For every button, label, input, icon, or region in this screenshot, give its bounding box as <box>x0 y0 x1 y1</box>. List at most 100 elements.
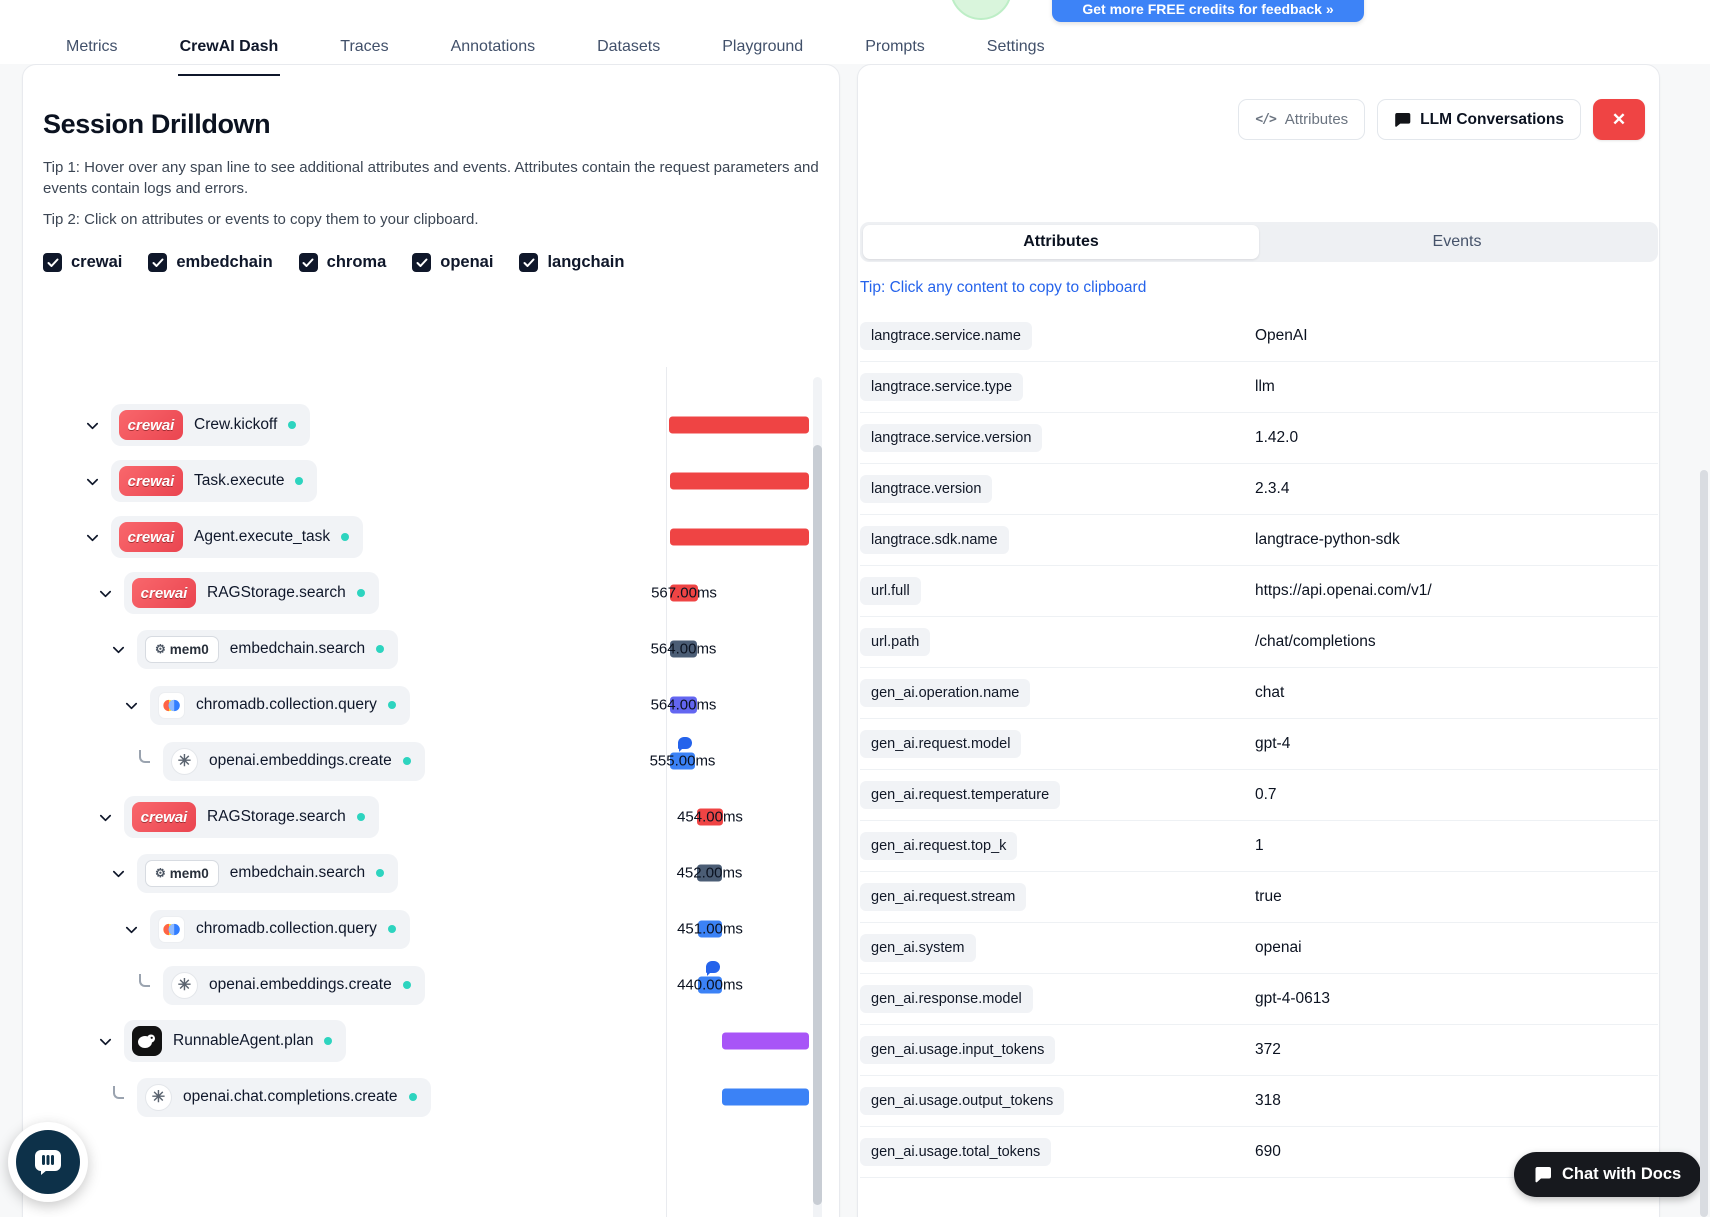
span-duration-bar[interactable] <box>697 808 723 826</box>
attribute-value[interactable]: llm <box>1255 378 1275 395</box>
attribute-key[interactable]: url.path <box>860 628 931 656</box>
copy-tip-link[interactable]: Tip: Click any content to copy to clipbo… <box>860 279 1147 296</box>
span-row[interactable]: crewai Crew.kickoff <box>23 397 839 453</box>
chevron-down-icon[interactable] <box>81 530 103 545</box>
checkbox-checked-icon[interactable] <box>43 253 62 272</box>
filter-langchain[interactable]: langchain <box>519 253 624 272</box>
attribute-key[interactable]: gen_ai.system <box>860 934 976 962</box>
attribute-row[interactable]: langtrace.version 2.3.4 <box>860 464 1658 515</box>
attribute-key[interactable]: gen_ai.usage.input_tokens <box>860 1036 1056 1064</box>
span-label-pill[interactable]: crewai Task.execute <box>111 460 318 502</box>
filter-crewai[interactable]: crewai <box>43 253 122 272</box>
filter-embedchain[interactable]: embedchain <box>148 253 273 272</box>
span-row[interactable]: ✳ openai.embeddings.create 555.00ms <box>23 733 839 789</box>
attribute-value[interactable]: chat <box>1255 684 1285 701</box>
chevron-down-icon[interactable] <box>94 1034 116 1049</box>
span-label-pill[interactable]: ⚙ mem0 embedchain.search <box>137 853 399 893</box>
span-row[interactable]: crewai Agent.execute_task <box>23 509 839 565</box>
span-row[interactable]: crewai Task.execute <box>23 453 839 509</box>
attribute-row[interactable]: gen_ai.response.model gpt-4-0613 <box>860 974 1658 1025</box>
attribute-value[interactable]: 690 <box>1255 1143 1281 1160</box>
attribute-value[interactable]: 1 <box>1255 837 1264 854</box>
attribute-key[interactable]: gen_ai.response.model <box>860 985 1033 1013</box>
attribute-row[interactable]: gen_ai.usage.total_tokens 690 <box>860 1127 1658 1178</box>
attribute-key[interactable]: gen_ai.request.stream <box>860 883 1027 911</box>
attribute-value[interactable]: 0.7 <box>1255 786 1277 803</box>
filter-openai[interactable]: openai <box>412 253 493 272</box>
attribute-key[interactable]: url.full <box>860 577 921 605</box>
chat-with-docs-button[interactable]: Chat with Docs <box>1514 1152 1702 1197</box>
chevron-down-icon[interactable] <box>94 586 116 601</box>
chevron-down-icon[interactable] <box>81 418 103 433</box>
nav-tab-annotations[interactable]: Annotations <box>450 38 536 55</box>
span-row[interactable]: chromadb.collection.query 564.00ms <box>23 677 839 733</box>
attributes-button[interactable]: </> Attributes <box>1238 99 1366 140</box>
chevron-down-icon[interactable] <box>107 642 129 657</box>
attribute-key[interactable]: gen_ai.request.top_k <box>860 832 1018 860</box>
attribute-key[interactable]: langtrace.version <box>860 475 993 503</box>
span-label-pill[interactable]: crewai RAGStorage.search <box>124 796 379 838</box>
attribute-key[interactable]: gen_ai.request.model <box>860 730 1022 758</box>
attribute-row[interactable]: gen_ai.request.top_k 1 <box>860 821 1658 872</box>
span-label-pill[interactable]: ✳ openai.embeddings.create <box>163 965 425 1005</box>
nav-tab-prompts[interactable]: Prompts <box>865 38 925 55</box>
span-label-pill[interactable]: crewai Agent.execute_task <box>111 516 364 558</box>
attribute-key[interactable]: gen_ai.usage.total_tokens <box>860 1138 1052 1166</box>
span-label-pill[interactable]: ✳ openai.chat.completions.create <box>137 1077 431 1117</box>
nav-tab-datasets[interactable]: Datasets <box>597 38 661 55</box>
nav-tab-metrics[interactable]: Metrics <box>66 38 118 55</box>
attribute-key[interactable]: langtrace.service.version <box>860 424 1043 452</box>
span-duration-bar[interactable] <box>697 864 722 882</box>
nav-tab-settings[interactable]: Settings <box>986 38 1045 55</box>
attribute-row[interactable]: gen_ai.usage.input_tokens 372 <box>860 1025 1658 1076</box>
checkbox-checked-icon[interactable] <box>298 253 318 272</box>
attribute-row[interactable]: langtrace.service.type llm <box>860 362 1658 413</box>
attribute-value[interactable]: OpenAI <box>1255 327 1308 344</box>
attribute-row[interactable]: gen_ai.usage.output_tokens 318 <box>860 1076 1658 1127</box>
span-label-pill[interactable]: ✳ openai.embeddings.create <box>163 741 425 781</box>
chevron-down-icon[interactable] <box>120 698 142 713</box>
chevron-down-icon[interactable] <box>107 866 129 881</box>
span-duration-bar[interactable] <box>670 696 697 714</box>
tab-events[interactable]: Events <box>1432 233 1482 250</box>
span-duration-bar[interactable] <box>722 1032 809 1050</box>
attribute-value[interactable]: /chat/completions <box>1255 633 1376 650</box>
attribute-value[interactable]: gpt-4 <box>1255 735 1291 752</box>
span-row[interactable]: ✳ openai.chat.completions.create <box>23 1069 839 1125</box>
nav-tab-playground[interactable]: Playground <box>722 38 804 55</box>
span-row[interactable]: ⚙ mem0 embedchain.search 564.00ms <box>23 621 839 677</box>
nav-tab-traces[interactable]: Traces <box>340 38 389 55</box>
attribute-value[interactable]: 318 <box>1255 1092 1281 1109</box>
llm-bubble-icon[interactable] <box>706 961 720 976</box>
attribute-value[interactable]: true <box>1255 888 1282 905</box>
close-button[interactable]: ✕ <box>1593 99 1645 140</box>
nav-tab-crewai-dash[interactable]: CrewAI Dash <box>177 0 281 76</box>
attribute-row[interactable]: gen_ai.request.model gpt-4 <box>860 719 1658 770</box>
span-duration-bar[interactable] <box>670 528 809 546</box>
span-duration-bar[interactable] <box>669 416 809 434</box>
attribute-key[interactable]: gen_ai.operation.name <box>860 679 1031 707</box>
span-row[interactable]: crewai RAGStorage.search 454.00ms <box>23 789 839 845</box>
span-row[interactable]: ✳ openai.embeddings.create 440.00ms <box>23 957 839 1013</box>
attribute-row[interactable]: langtrace.service.version 1.42.0 <box>860 413 1658 464</box>
span-label-pill[interactable]: crewai Crew.kickoff <box>111 404 311 446</box>
attribute-row[interactable]: gen_ai.request.temperature 0.7 <box>860 770 1658 821</box>
span-duration-bar[interactable] <box>670 752 695 770</box>
attribute-row[interactable]: langtrace.service.name OpenAI <box>860 311 1658 362</box>
attribute-row[interactable]: gen_ai.operation.name chat <box>860 668 1658 719</box>
attribute-value[interactable]: https://api.openai.com/v1/ <box>1255 582 1432 599</box>
attribute-row[interactable]: url.path/chat/completions <box>860 617 1658 668</box>
span-duration-bar[interactable] <box>670 584 698 602</box>
span-duration-bar[interactable] <box>722 1088 809 1106</box>
span-label-pill[interactable]: crewai RAGStorage.search <box>124 572 379 614</box>
attribute-row[interactable]: langtrace.sdk.name langtrace-python-sdk <box>860 515 1658 566</box>
span-row[interactable]: RunnableAgent.plan <box>23 1013 839 1069</box>
attribute-key[interactable]: langtrace.sdk.name <box>860 526 1009 554</box>
attribute-value[interactable]: 372 <box>1255 1041 1281 1058</box>
chevron-down-icon[interactable] <box>120 922 142 937</box>
attribute-row[interactable]: gen_ai.request.stream true <box>860 872 1658 923</box>
checkbox-checked-icon[interactable] <box>412 253 432 272</box>
span-duration-bar[interactable] <box>698 920 722 938</box>
attribute-key[interactable]: langtrace.service.type <box>860 373 1024 401</box>
tab-attributes[interactable]: Attributes <box>863 225 1259 259</box>
